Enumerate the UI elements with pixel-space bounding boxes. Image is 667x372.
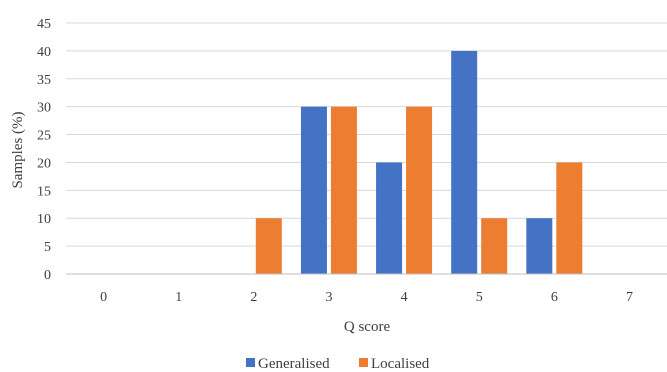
legend-label-localised: Localised [371,356,430,372]
y-tick-label: 10 [37,212,51,227]
y-tick-label: 5 [44,240,51,255]
y-tick-label: 35 [37,73,51,88]
y-axis-title: Samples (%) [10,111,26,188]
bars [255,50,583,275]
y-axis-ticks: 0 5 10 15 20 25 30 35 40 45 [37,17,51,283]
bar-localised-4 [406,106,433,275]
x-tick-label: 3 [325,290,332,305]
bar-generalised-3 [300,106,327,275]
bar-generalised-5 [451,50,478,275]
gridlines [66,22,667,247]
x-tick-label: 0 [100,290,107,305]
x-axis-title: Q score [344,319,391,335]
y-tick-label: 15 [37,184,51,199]
y-tick-label: 0 [44,268,51,283]
x-tick-label: 7 [626,290,633,305]
legend-label-generalised: Generalised [258,356,330,372]
legend-swatch-generalised [246,358,255,367]
bar-localised-5 [481,218,508,274]
y-tick-label: 20 [37,156,51,171]
bar-localised-2 [255,218,282,274]
x-tick-label: 2 [250,290,257,305]
bar-localised-6 [556,162,583,274]
x-axis-ticks: 0 1 2 3 4 5 6 7 [100,290,633,305]
bar-generalised-6 [526,218,553,274]
x-tick-label: 5 [476,290,483,305]
legend: Generalised Localised [246,356,430,372]
bar-localised-3 [330,106,357,275]
x-tick-label: 6 [551,290,558,305]
legend-swatch-localised [359,358,368,367]
y-tick-label: 45 [37,17,51,32]
y-tick-label: 30 [37,101,51,116]
y-tick-label: 25 [37,129,51,144]
x-tick-label: 4 [401,290,408,305]
x-tick-label: 1 [175,290,182,305]
y-tick-label: 40 [37,45,51,60]
bar-generalised-4 [376,162,403,274]
